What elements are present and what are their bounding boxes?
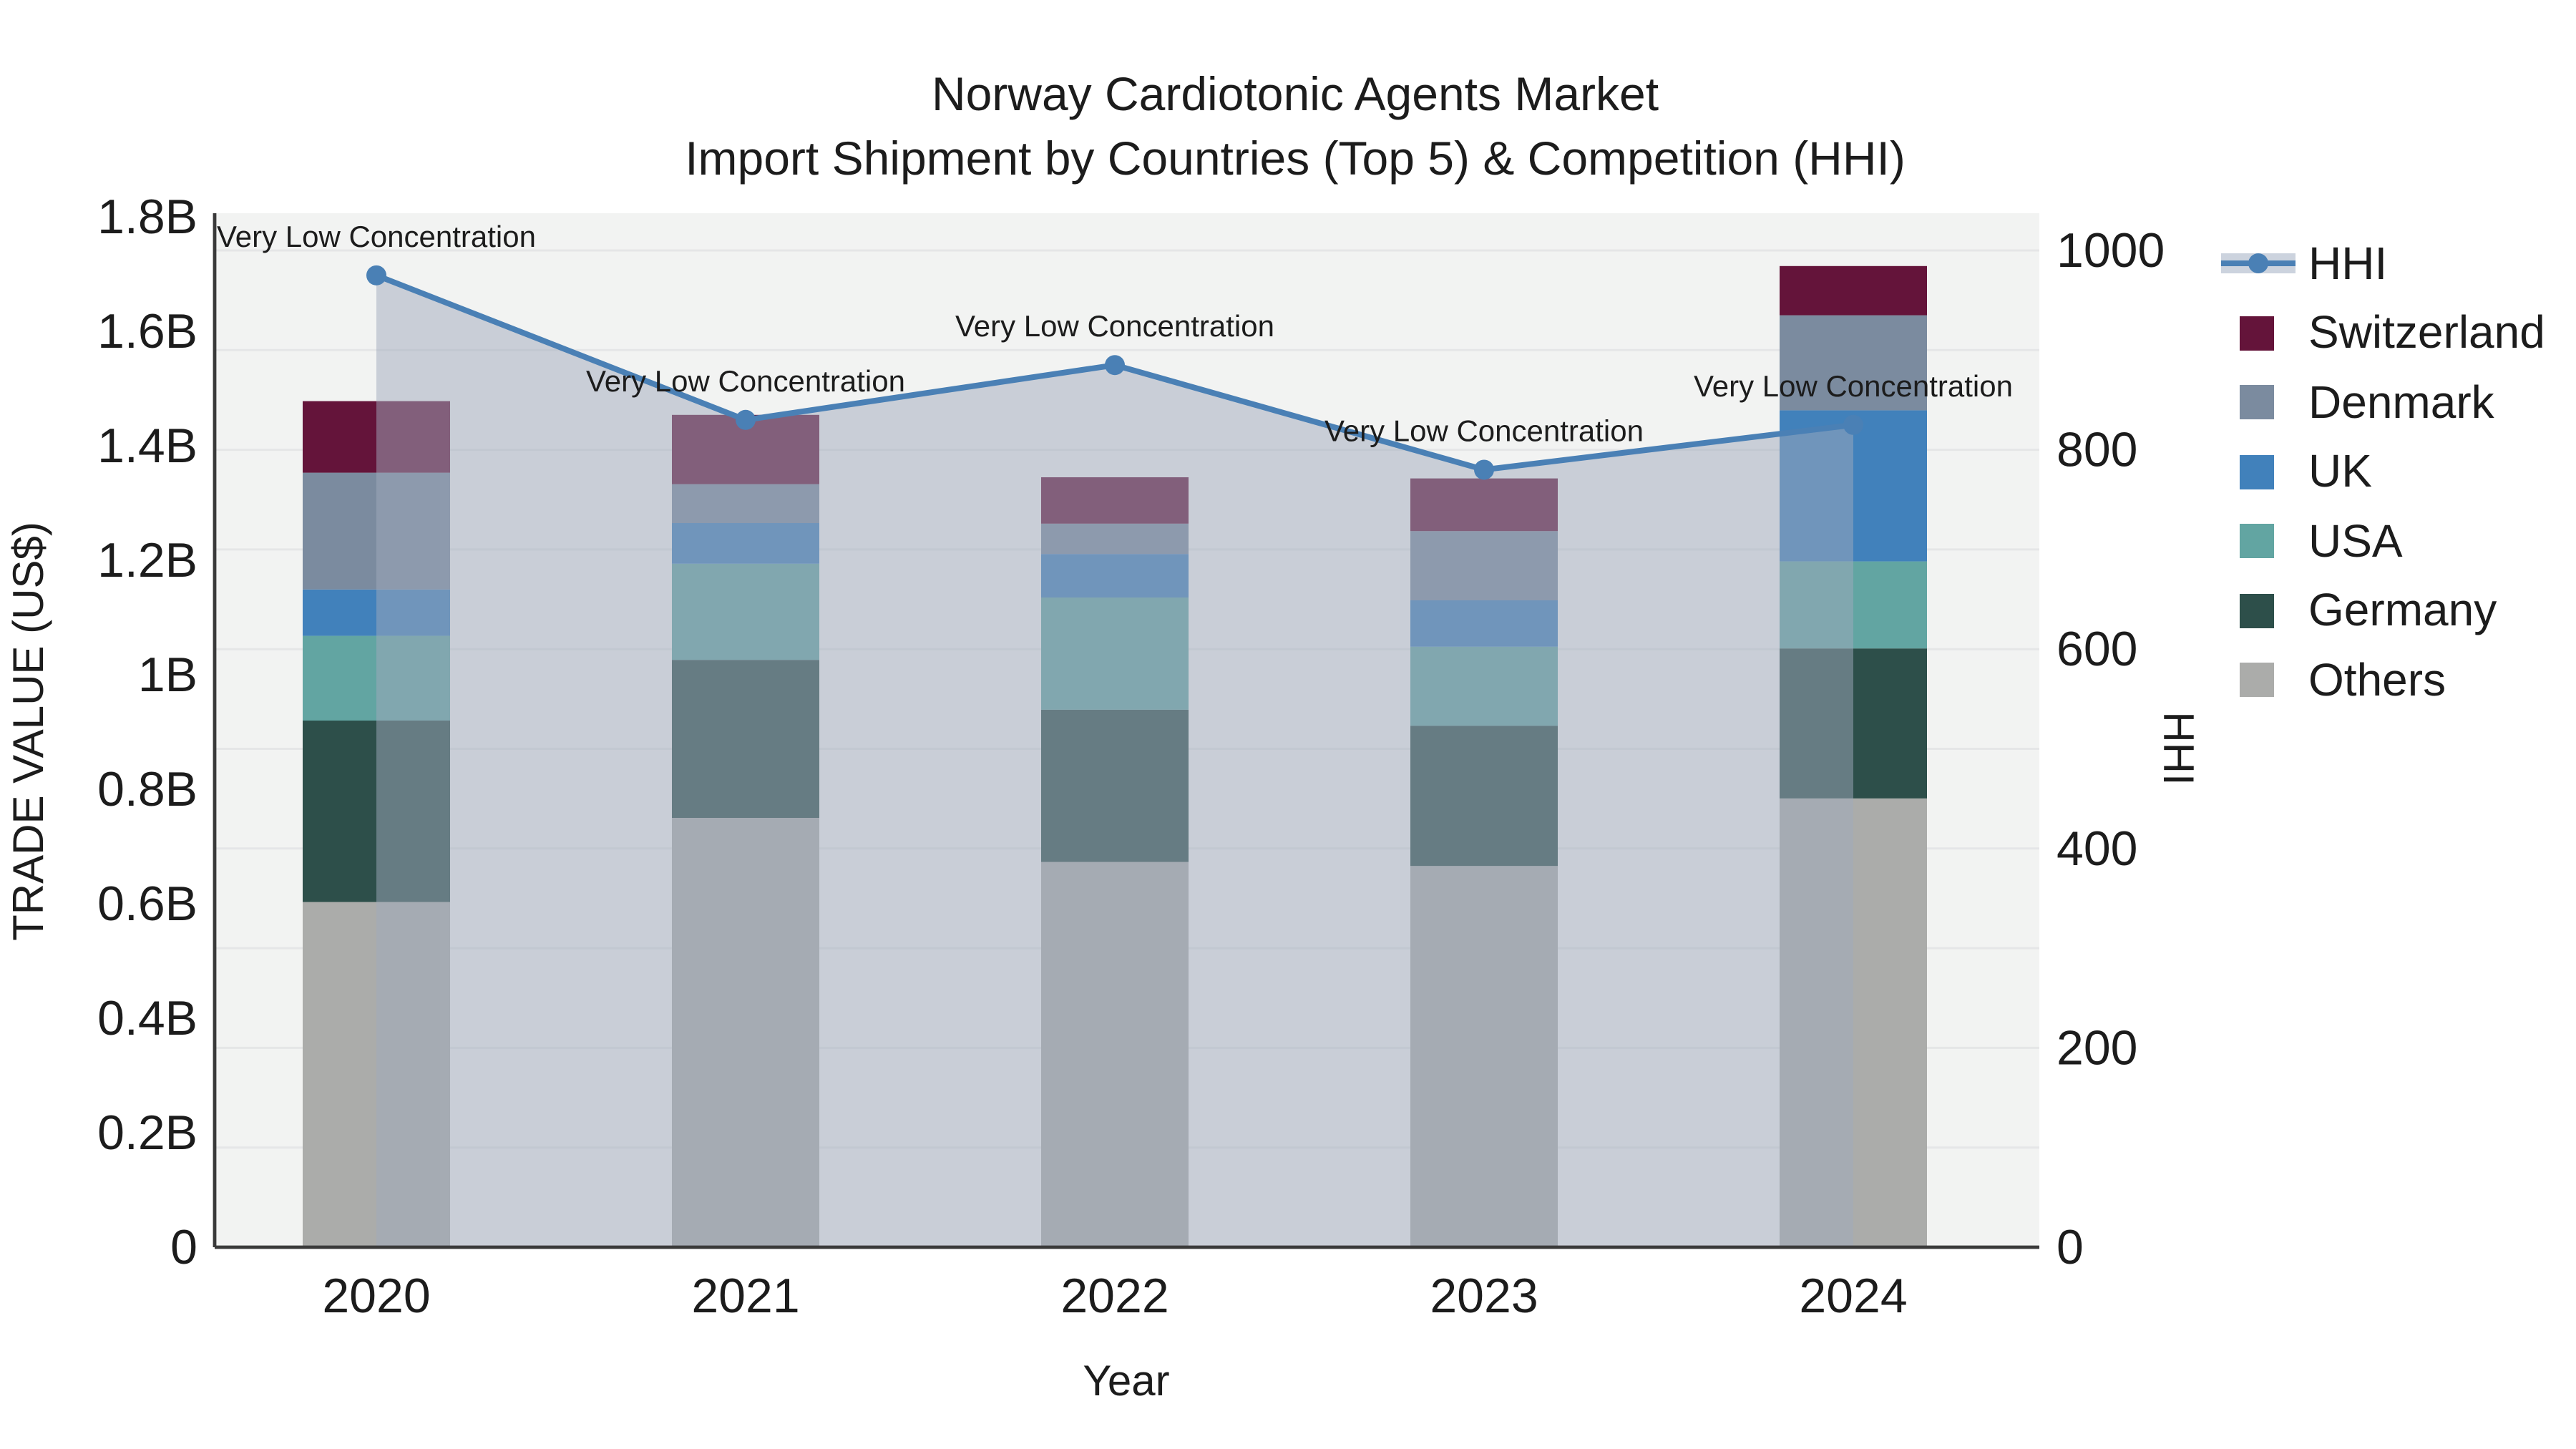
- y-left-tick-label: 1.6B: [97, 304, 197, 358]
- legend-swatch-icon: [2221, 380, 2296, 426]
- y-right-tick-label: 200: [2057, 1020, 2137, 1075]
- legend-swatch-icon: [2221, 311, 2296, 356]
- x-tick-label: 2021: [691, 1269, 799, 1323]
- annotation-very-low-concentration: Very Low Concentration: [1324, 414, 1644, 447]
- y-left-axis-title: TRADE VALUE (US$): [4, 522, 52, 941]
- hhi-marker-2020[interactable]: [366, 265, 386, 286]
- hhi-area-fill: [376, 275, 1853, 1248]
- legend-label: HHI: [2308, 237, 2388, 289]
- swatch-uk: [2240, 454, 2274, 489]
- swatch-denmark: [2240, 385, 2274, 420]
- y-right-tick-label: 600: [2057, 622, 2137, 676]
- y-right-tick-label: 400: [2057, 821, 2137, 876]
- hhi-marker-2024[interactable]: [1843, 414, 1863, 435]
- legend-item-hhi[interactable]: HHI: [2221, 229, 2545, 298]
- legend-item-others[interactable]: Others: [2221, 645, 2545, 715]
- legend-swatch-icon: [2221, 519, 2296, 565]
- legend-item-usa[interactable]: USA: [2221, 507, 2545, 576]
- y-right-axis-title: HHI: [2155, 711, 2202, 785]
- y-left-tick-label: 0.2B: [97, 1106, 197, 1160]
- annotation-very-low-concentration: Very Low Concentration: [955, 309, 1274, 343]
- bar-segment-denmark-2024[interactable]: [1780, 315, 1927, 411]
- legend-label: USA: [2308, 514, 2403, 567]
- y-left-tick-label: 0.4B: [97, 991, 197, 1045]
- hhi-marker-2023[interactable]: [1474, 459, 1494, 480]
- swatch-germany: [2240, 593, 2274, 628]
- legend-item-uk[interactable]: UK: [2221, 437, 2545, 507]
- legend: HHI Switzerland Denmark UK USA Germany Others: [2221, 229, 2545, 715]
- annotation-very-low-concentration: Very Low Concentration: [217, 220, 536, 253]
- hhi-sample-dot: [2248, 253, 2268, 274]
- legend-swatch-icon: [2221, 449, 2296, 495]
- legend-label: Germany: [2308, 584, 2497, 636]
- legend-swatch-icon: [2221, 658, 2296, 703]
- legend-label: UK: [2308, 445, 2372, 497]
- y-left-tick-label: 1B: [138, 648, 197, 702]
- legend-label: Switzerland: [2308, 306, 2545, 358]
- legend-label: Denmark: [2308, 376, 2494, 428]
- y-right-tick-label: 800: [2057, 423, 2137, 477]
- y-left-tick-label: 1.2B: [97, 533, 197, 587]
- legend-item-switzerland[interactable]: Switzerland: [2221, 298, 2545, 368]
- y-left-tick-label: 1.4B: [97, 419, 197, 473]
- swatch-switzerland: [2240, 316, 2274, 351]
- legend-item-germany[interactable]: Germany: [2221, 576, 2545, 645]
- x-axis-title: Year: [1083, 1357, 1169, 1405]
- annotation-very-low-concentration: Very Low Concentration: [1694, 369, 2013, 403]
- y-left-tick-label: 0.8B: [97, 762, 197, 816]
- annotation-very-low-concentration: Very Low Concentration: [586, 364, 905, 398]
- swatch-others: [2240, 663, 2274, 698]
- y-right-tick-label: 0: [2057, 1220, 2084, 1274]
- legend-swatch-icon: [2221, 588, 2296, 634]
- hhi-line-sample-icon: [2221, 241, 2296, 287]
- y-left-tick-label: 0.6B: [97, 877, 197, 931]
- legend-label: Others: [2308, 653, 2446, 706]
- y-left-tick-label: 1.8B: [97, 190, 197, 244]
- x-tick-label: 2023: [1430, 1269, 1538, 1323]
- x-tick-label: 2022: [1060, 1269, 1169, 1323]
- y-right-tick-label: 1000: [2057, 223, 2165, 278]
- x-tick-label: 2024: [1799, 1269, 1907, 1323]
- bar-segment-switzerland-2024[interactable]: [1780, 265, 1927, 316]
- x-tick-label: 2020: [322, 1269, 430, 1323]
- legend-item-denmark[interactable]: Denmark: [2221, 368, 2545, 437]
- hhi-marker-2022[interactable]: [1105, 355, 1125, 376]
- y-left-tick-label: 0: [170, 1220, 197, 1274]
- swatch-usa: [2240, 524, 2274, 559]
- hhi-marker-2021[interactable]: [736, 409, 756, 430]
